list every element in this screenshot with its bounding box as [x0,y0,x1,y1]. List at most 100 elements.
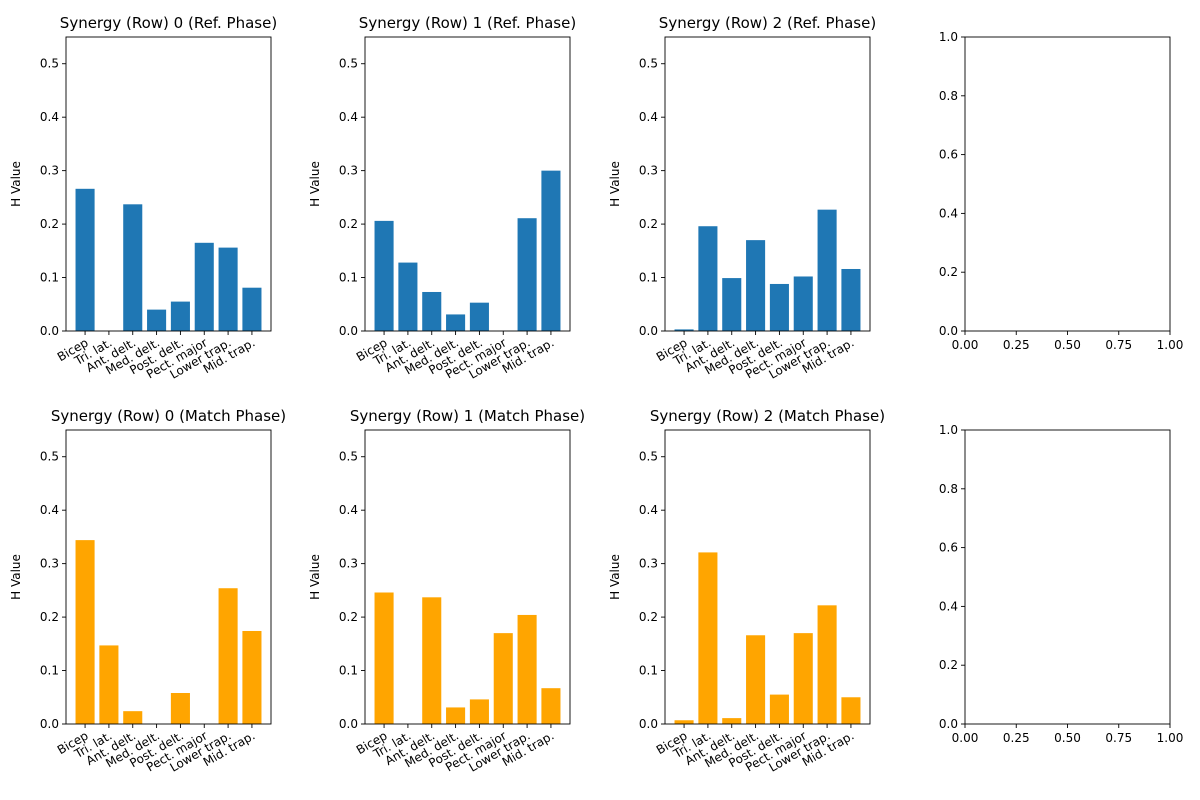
x-tick-label: 0.25 [1003,338,1030,352]
y-tick-label: 0.2 [639,610,658,624]
y-tick-label: 0.1 [40,271,59,285]
subplot-3: 0.00 0.25 0.50 0.75 1.00 0.0 0.2 0.4 0.6 0.8 1.0 [939,30,1183,352]
bar-3 [446,707,466,724]
chart-title: Synergy (Row) 0 (Match Phase) [51,407,286,425]
bar-4 [170,301,190,331]
chart-title: Synergy (Row) 1 (Ref. Phase) [359,14,576,32]
bar-5 [793,633,813,724]
y-axis-label: H Value [308,554,322,600]
bar-5 [793,276,813,331]
y-tick-label: 0.3 [40,164,59,178]
y-tick-label: 0.0 [939,717,958,731]
y-tick-label: 0.3 [639,557,658,571]
chart-title: Synergy (Row) 2 (Ref. Phase) [659,14,876,32]
bar-7 [841,268,861,331]
y-tick-label: 0.0 [639,324,658,338]
chart-title: Synergy (Row) 2 (Match Phase) [650,407,885,425]
y-tick-label: 0.8 [939,482,958,496]
y-tick-label: 0.3 [339,164,358,178]
y-tick-label: 0.0 [40,324,59,338]
x-tick-label: 1.00 [1157,731,1184,745]
y-tick-label: 0.0 [40,717,59,731]
x-tick-label: 1.00 [1157,338,1184,352]
bar-5 [493,633,513,724]
y-tick-label: 0.5 [339,450,358,464]
x-tick-label: 0.00 [952,731,979,745]
y-tick-label: 0.3 [40,557,59,571]
bar-4 [769,694,789,724]
x-tick-label: 0.50 [1054,731,1081,745]
bar-3 [147,309,167,331]
y-tick-label: 0.6 [939,148,958,162]
bar-0 [75,188,95,331]
y-tick-label: 0.2 [40,217,59,231]
bar-1 [398,262,418,331]
y-tick-label: 0.2 [339,610,358,624]
axes-frame [65,36,272,332]
bar-6 [517,614,537,724]
bar-3 [746,635,766,724]
y-tick-label: 0.4 [939,599,958,613]
y-tick-label: 0.3 [639,164,658,178]
bar-0 [374,592,394,724]
bar-0 [374,220,394,331]
y-tick-label: 0.0 [339,324,358,338]
bar-3 [446,314,466,331]
bar-2 [722,278,742,331]
y-tick-label: 0.4 [339,503,358,517]
y-tick-label: 0.0 [939,324,958,338]
bar-2 [123,204,143,331]
y-tick-label: 0.2 [339,217,358,231]
bar-2 [422,597,442,724]
y-tick-label: 0.4 [339,110,358,124]
y-tick-label: 0.0 [339,717,358,731]
bar-1 [698,226,718,331]
y-tick-label: 0.8 [939,89,958,103]
bar-7 [541,170,561,331]
y-tick-label: 0.1 [339,664,358,678]
x-tick-label: 0.50 [1054,338,1081,352]
bar-4 [170,693,190,724]
axes-frame [964,429,1171,725]
x-tick-label: 0.00 [952,338,979,352]
y-tick-label: 1.0 [939,423,958,437]
y-tick-label: 0.3 [339,557,358,571]
y-tick-label: 0.5 [639,450,658,464]
bar-7 [841,697,861,724]
bar-0 [674,329,694,331]
y-axis-label: H Value [9,554,23,600]
y-tick-label: 0.4 [40,110,59,124]
bar-0 [75,540,95,724]
bar-2 [422,291,442,331]
y-tick-label: 0.4 [639,110,658,124]
y-tick-label: 0.2 [40,610,59,624]
bar-6 [218,247,238,331]
subplot-7: 0.00 0.25 0.50 0.75 1.00 0.0 0.2 0.4 0.6 0.8 1.0 [939,423,1183,745]
bar-0 [674,720,694,724]
bar-7 [242,630,262,724]
y-tick-label: 0.5 [639,57,658,71]
x-tick-label: 0.25 [1003,731,1030,745]
y-tick-label: 0.2 [639,217,658,231]
y-tick-label: 0.5 [40,57,59,71]
y-tick-label: 0.4 [639,503,658,517]
axes-frame [964,36,1171,332]
bar-2 [722,718,742,724]
y-tick-label: 0.1 [639,664,658,678]
bar-6 [517,218,537,331]
bar-2 [123,711,143,724]
y-tick-label: 0.5 [40,450,59,464]
y-tick-label: 0.4 [939,206,958,220]
axes-frame [664,36,871,332]
chart-title: Synergy (Row) 0 (Ref. Phase) [60,14,277,32]
axes-frame [364,429,571,725]
bar-7 [541,688,561,724]
bar-4 [469,699,489,724]
